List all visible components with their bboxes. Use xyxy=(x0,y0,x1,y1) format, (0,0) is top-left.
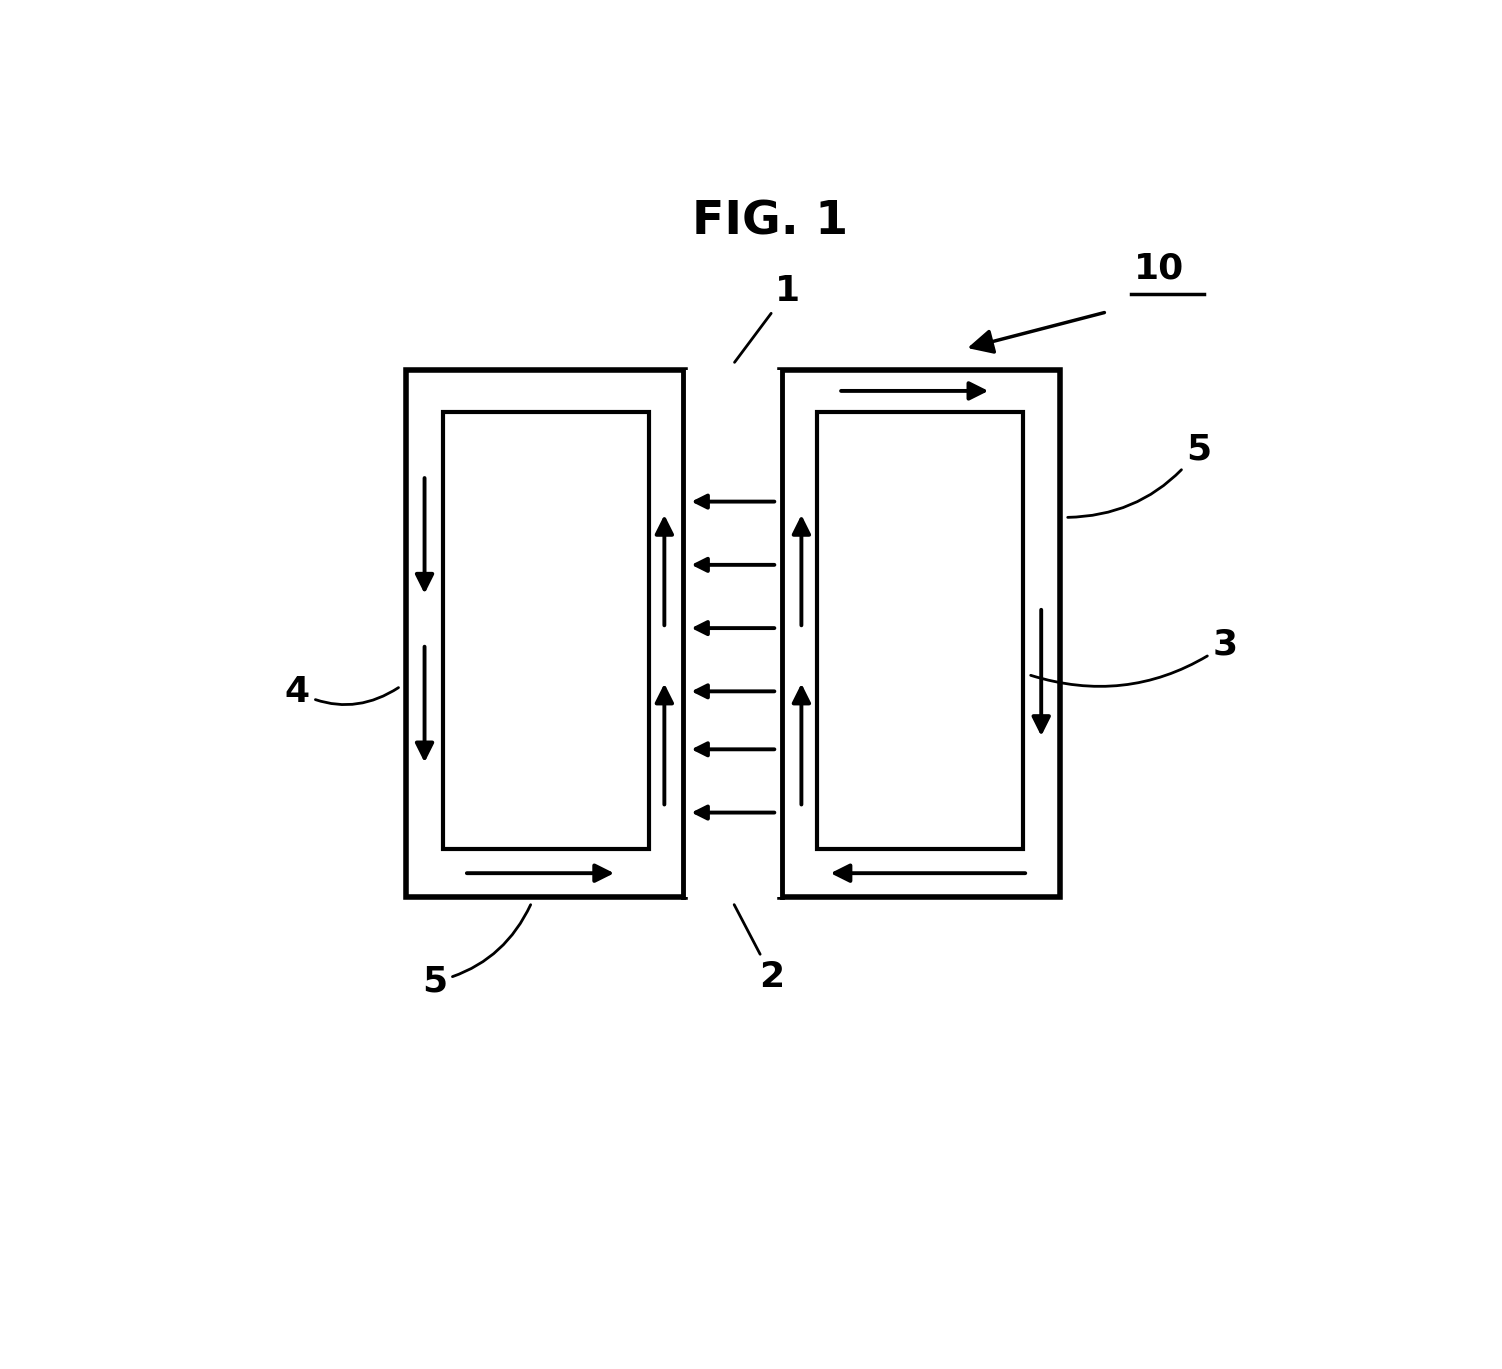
Text: 2: 2 xyxy=(734,905,784,994)
Text: 4: 4 xyxy=(285,675,398,709)
Bar xyxy=(817,412,1023,849)
Text: 3: 3 xyxy=(1030,627,1238,686)
Bar xyxy=(781,370,1059,897)
Text: FIG. 1: FIG. 1 xyxy=(692,200,847,245)
Text: 10: 10 xyxy=(1134,252,1184,286)
Text: 5: 5 xyxy=(422,905,530,999)
Bar xyxy=(443,412,649,849)
Bar xyxy=(406,370,685,897)
Bar xyxy=(683,370,783,897)
Text: 1: 1 xyxy=(734,274,801,363)
Text: 5: 5 xyxy=(1068,433,1211,517)
